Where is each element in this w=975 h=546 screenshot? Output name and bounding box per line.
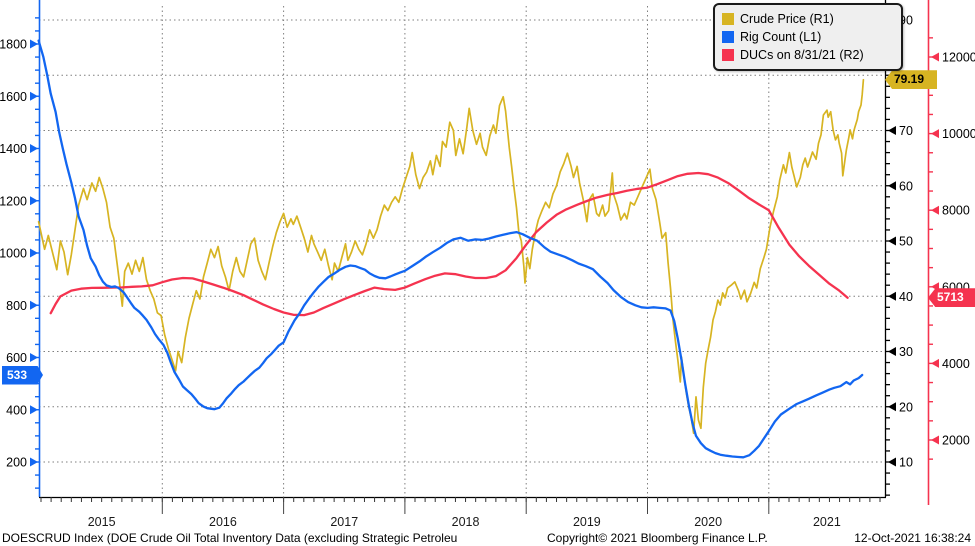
left-axis-label: 1400	[0, 142, 27, 156]
right1-tick-arrow-icon	[888, 291, 896, 301]
legend-entry-crude: Crude Price (R1)	[722, 10, 894, 28]
legend-entry-ducs: DUCs on 8/31/21 (R2)	[722, 46, 894, 64]
right2-axis-label: 12000	[942, 51, 975, 65]
left-axis-label: 1600	[0, 90, 27, 104]
series-line-ducs-on-8-31-21	[49, 171, 849, 317]
left-tick-arrow-icon	[30, 457, 38, 467]
right2-axis-label: 4000	[942, 357, 970, 371]
left-axis-label: 600	[6, 351, 27, 365]
right1-axis-label: 20	[899, 400, 913, 414]
right2-axis-label: 2000	[942, 434, 970, 448]
x-axis-year-label: 2019	[573, 515, 601, 529]
right1-tick-arrow-icon	[888, 236, 896, 246]
left-tick-arrow-icon	[30, 39, 38, 49]
right1-tick-arrow-icon	[888, 181, 896, 191]
right2-tick-arrow-icon	[931, 52, 939, 62]
footer-copyright: Copyright© 2021 Bloomberg Finance L.P.	[547, 531, 768, 545]
right1-axis-label: 50	[899, 235, 913, 249]
crude-last-value-tag: 79.19	[885, 70, 937, 90]
right1-axis-label: 10	[899, 456, 913, 470]
ducs-last-value-tag: 5713	[928, 288, 975, 308]
left-tick-arrow-icon	[30, 353, 38, 362]
x-axis-year-label: 2017	[330, 515, 358, 529]
right1-tick-arrow-icon	[888, 347, 896, 356]
right1-axis-label: 60	[899, 179, 913, 193]
x-axis-year-label: 2021	[813, 515, 841, 529]
right1-axis-label: 30	[899, 345, 913, 359]
right2-tick-arrow-icon	[931, 129, 939, 139]
right2-axis-label: 10000	[942, 127, 975, 141]
rig-count-swatch-icon	[722, 31, 734, 43]
right1-tick-arrow-icon	[888, 457, 896, 467]
rig-last-value-tag: 533	[2, 365, 43, 385]
series-line-rig-count	[37, 39, 864, 459]
left-tick-arrow-icon	[30, 405, 38, 415]
legend-label-rig: Rig Count (L1)	[740, 30, 822, 44]
right2-tick-arrow-icon	[931, 435, 939, 445]
left-tick-arrow-icon	[30, 91, 38, 101]
footer-index-description: DOESCRUD Index (DOE Crude Oil Total Inve…	[2, 531, 458, 545]
left-axis-label: 800	[6, 299, 27, 313]
legend-entry-rig: Rig Count (L1)	[722, 28, 894, 46]
right2-tick-arrow-icon	[931, 205, 939, 215]
x-axis-year-label: 2016	[209, 515, 237, 529]
left-tick-arrow-icon	[30, 300, 38, 310]
left-axis-label: 200	[6, 456, 27, 470]
right2-axis-label: 8000	[942, 204, 970, 218]
right1-axis-label: 40	[899, 290, 913, 304]
right1-tick-arrow-icon	[888, 126, 896, 135]
x-axis-year-label: 2018	[452, 515, 480, 529]
legend-label-crude: Crude Price (R1)	[740, 12, 834, 26]
x-axis-year-label: 2020	[694, 515, 722, 529]
left-axis-label: 1200	[0, 194, 27, 208]
left-tick-arrow-icon	[30, 144, 38, 153]
right1-tick-arrow-icon	[888, 402, 896, 412]
right2-tick-arrow-icon	[931, 358, 939, 368]
chart-legend[interactable]: Crude Price (R1) Rig Count (L1) DUCs on …	[713, 3, 903, 71]
left-tick-arrow-icon	[30, 248, 38, 258]
left-tick-arrow-icon	[30, 196, 38, 206]
chart-footer: DOESCRUD Index (DOE Crude Oil Total Inve…	[0, 531, 975, 546]
left-axis-label: 1800	[0, 38, 27, 52]
legend-label-ducs: DUCs on 8/31/21 (R2)	[740, 48, 864, 62]
left-axis-label: 1000	[0, 247, 27, 261]
series-line-crude-price	[37, 78, 865, 435]
ducs-swatch-icon	[722, 49, 734, 61]
crude-price-swatch-icon	[722, 13, 734, 25]
right1-axis-label: 70	[899, 124, 913, 138]
footer-timestamp: 12-Oct-2021 16:38:24	[854, 531, 971, 545]
left-axis-label: 400	[6, 403, 27, 417]
x-axis-year-label: 2015	[88, 515, 116, 529]
